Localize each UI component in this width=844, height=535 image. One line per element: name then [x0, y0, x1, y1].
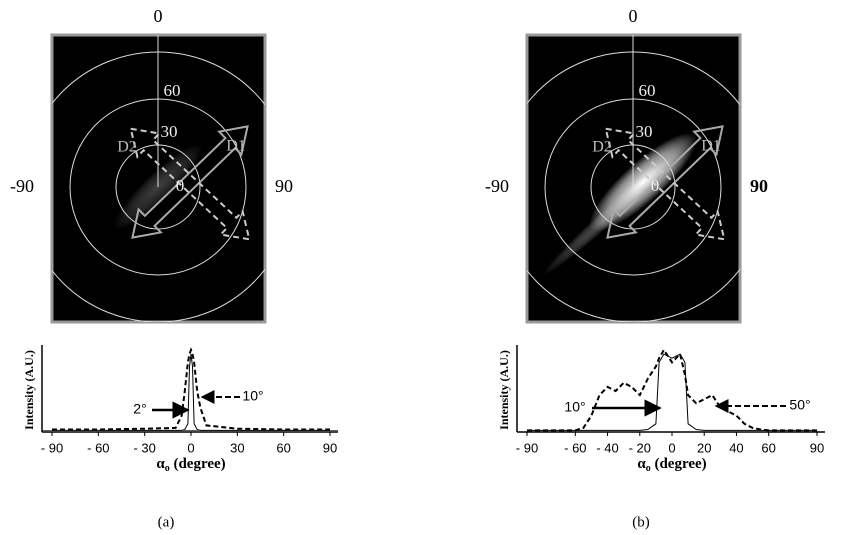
ring-label: 0 — [651, 176, 660, 195]
angle-label-right: 90 — [275, 176, 293, 196]
x-tick-label: 0 — [187, 440, 194, 455]
intensity-curve — [527, 350, 817, 430]
panel: 60 30 0 D1 D2 0 -90 90 - 90 - 60 - 40 - 20 0 20 40 60 90… — [485, 6, 825, 530]
y-axis-label: Intensity (A.U.) — [497, 350, 511, 430]
width-annotation: 2° — [133, 401, 146, 417]
intensity-curve — [52, 350, 330, 430]
ring-label: 0 — [176, 176, 185, 195]
x-tick-label: 40 — [729, 440, 743, 455]
x-tick-label: - 90 — [41, 440, 63, 455]
width-annotation: 10° — [564, 399, 585, 415]
panel: 60 30 0 D1 D2 0 -90 90 - 90 - 60 - 30 0 30 60 90 Intens… — [10, 6, 338, 530]
x-tick-label: 90 — [323, 440, 337, 455]
width-annotation: 50° — [789, 397, 810, 413]
x-tick-label: - 60 — [564, 440, 586, 455]
x-label-unit: (degree) — [654, 456, 706, 472]
x-tick-label: 30 — [230, 440, 244, 455]
intensity-curve — [52, 354, 330, 430]
ring-label: 30 — [161, 122, 178, 141]
x-axis-label: αo (degree) — [156, 456, 225, 474]
direction-label: D1 — [226, 138, 246, 155]
x-tick-label: - 60 — [87, 440, 109, 455]
direction-label: D2 — [592, 139, 612, 156]
direction-label: D2 — [117, 139, 137, 156]
x-label-unit: (degree) — [173, 456, 225, 472]
x-tick-label: - 90 — [516, 440, 538, 455]
angle-label-left: -90 — [10, 176, 34, 196]
x-tick-label: 60 — [761, 440, 775, 455]
x-tick-label: 0 — [668, 440, 675, 455]
angle-label-left: -90 — [485, 176, 509, 196]
x-tick-label: - 40 — [596, 440, 618, 455]
panel-caption: (b) — [632, 514, 650, 530]
panel-caption: (a) — [158, 514, 175, 530]
angle-label-right: 90 — [750, 176, 768, 196]
angle-label-top: 0 — [629, 6, 638, 26]
ring-label: 60 — [639, 81, 656, 100]
direction-label: D1 — [701, 138, 721, 155]
y-axis-label: Intensity (A.U.) — [22, 350, 36, 430]
x-tick-label: 60 — [276, 440, 290, 455]
x-axis-label: αo (degree) — [637, 456, 706, 474]
width-annotation: 10° — [242, 388, 263, 404]
figure: 60 30 0 D1 D2 0 -90 90 - 90 - 60 - 30 0 30 60 90 Intens… — [0, 0, 844, 535]
x-tick-label: - 20 — [629, 440, 651, 455]
angle-label-top: 0 — [154, 6, 163, 26]
ring-label: 60 — [164, 81, 181, 100]
x-tick-label: - 30 — [133, 440, 155, 455]
x-tick-label: 20 — [697, 440, 711, 455]
x-tick-label: 90 — [810, 440, 824, 455]
intensity-curve — [527, 354, 817, 430]
ring-label: 30 — [636, 122, 653, 141]
